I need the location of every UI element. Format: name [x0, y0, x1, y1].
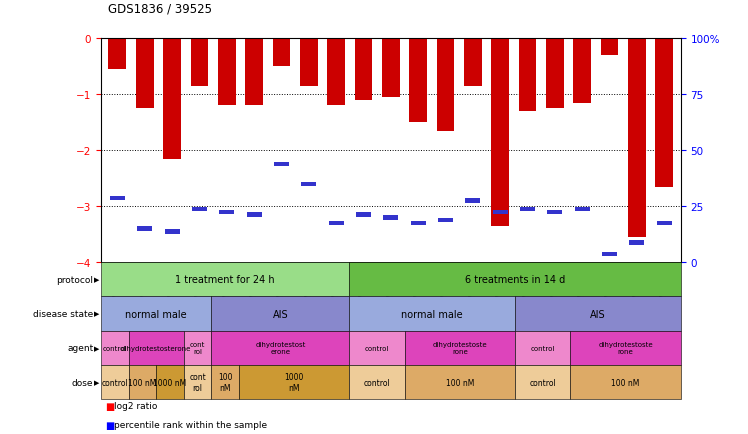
Text: log2 ratio: log2 ratio	[114, 401, 158, 411]
Text: agent: agent	[67, 344, 94, 352]
Bar	[574, 39, 591, 103]
Bar	[272, 39, 290, 67]
Text: control: control	[102, 345, 127, 351]
Text: 100
nM: 100 nM	[218, 372, 233, 392]
Bar	[108, 39, 126, 70]
Bar	[629, 241, 645, 245]
Bar	[464, 39, 482, 86]
Text: 100 nM: 100 nM	[128, 378, 156, 387]
Text: 100 nM: 100 nM	[446, 378, 474, 387]
Bar	[274, 163, 289, 167]
Bar	[301, 182, 316, 187]
Text: ▶: ▶	[94, 345, 99, 351]
Text: control: control	[102, 378, 128, 387]
Bar	[192, 207, 207, 212]
Text: 1000 nM: 1000 nM	[153, 378, 186, 387]
Bar	[574, 207, 589, 212]
Text: control: control	[365, 345, 389, 351]
Text: dihydrotestoste
rone: dihydrotestoste rone	[432, 342, 487, 355]
Text: AIS: AIS	[272, 309, 288, 319]
Bar	[602, 252, 617, 256]
Bar	[247, 213, 262, 217]
Bar	[465, 199, 480, 204]
Text: cont
rol: cont rol	[190, 342, 205, 355]
Bar	[655, 39, 673, 187]
Bar	[657, 221, 672, 226]
Text: dihydrotestost
erone: dihydrotestost erone	[255, 342, 306, 355]
Bar	[300, 39, 318, 86]
Text: percentile rank within the sample: percentile rank within the sample	[114, 420, 268, 429]
Bar	[163, 39, 181, 159]
Bar	[546, 39, 564, 109]
Text: 1000
nM: 1000 nM	[284, 372, 304, 392]
Bar	[356, 213, 371, 217]
Bar	[328, 39, 345, 106]
Bar	[110, 196, 125, 201]
Bar	[518, 39, 536, 112]
Bar	[328, 221, 343, 226]
Text: AIS: AIS	[590, 309, 606, 319]
Text: 1 treatment for 24 h: 1 treatment for 24 h	[175, 275, 275, 285]
Text: ■: ■	[105, 401, 114, 411]
Text: protocol: protocol	[57, 275, 94, 284]
Text: disease state: disease state	[33, 309, 94, 318]
Bar	[493, 210, 508, 214]
Bar	[383, 216, 399, 220]
Bar	[136, 39, 153, 109]
Text: control: control	[364, 378, 390, 387]
Bar	[601, 39, 619, 56]
Text: ■: ■	[105, 420, 114, 430]
Text: normal male: normal male	[402, 309, 463, 319]
Bar	[245, 39, 263, 106]
Text: ▶: ▶	[94, 276, 99, 283]
Bar	[520, 207, 535, 212]
Bar	[219, 210, 234, 214]
Text: 6 treatments in 14 d: 6 treatments in 14 d	[465, 275, 565, 285]
Bar	[628, 39, 646, 237]
Text: normal male: normal male	[126, 309, 187, 319]
Text: ▶: ▶	[94, 379, 99, 385]
Bar	[548, 210, 562, 214]
Text: control: control	[530, 345, 555, 351]
Bar	[409, 39, 427, 123]
Text: dihydrotestosterone: dihydrotestosterone	[121, 345, 191, 351]
Bar	[137, 227, 153, 231]
Text: cont
rol: cont rol	[189, 372, 206, 392]
Bar	[438, 218, 453, 223]
Bar	[218, 39, 236, 106]
Text: GDS1836 / 39525: GDS1836 / 39525	[108, 2, 212, 15]
Text: 100 nM: 100 nM	[611, 378, 640, 387]
Bar	[437, 39, 454, 131]
Bar	[165, 230, 180, 234]
Bar	[382, 39, 399, 98]
Text: dihydrotestoste
rone: dihydrotestoste rone	[598, 342, 653, 355]
Text: ▶: ▶	[94, 311, 99, 317]
Text: dose: dose	[72, 378, 94, 387]
Bar	[491, 39, 509, 226]
Bar	[191, 39, 208, 86]
Bar	[411, 221, 426, 226]
Bar	[355, 39, 373, 101]
Text: control: control	[530, 378, 556, 387]
